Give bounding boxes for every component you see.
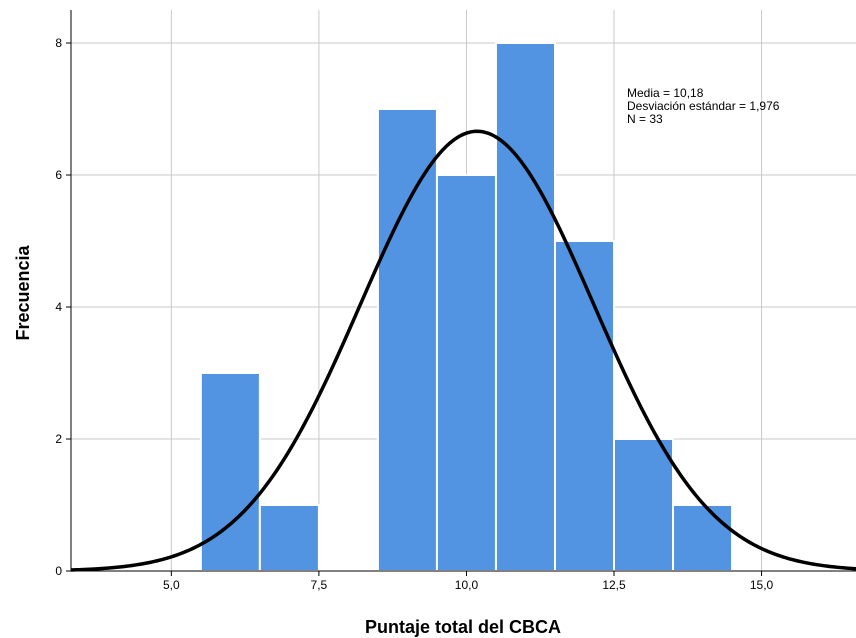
x-tick-label-0: 5,0: [163, 578, 180, 592]
stats-line-2: N = 33: [627, 112, 663, 126]
histogram-bar-6: [613, 438, 675, 572]
histogram-bar-7: [672, 504, 734, 572]
histogram-bars: [199, 42, 734, 572]
histogram-bar-4: [494, 42, 556, 572]
x-tick-label-3: 12,5: [602, 578, 626, 592]
histogram-bar-5: [553, 240, 616, 572]
x-tick-label-2: 10,0: [455, 578, 479, 592]
y-tick-label-1: 2: [55, 432, 62, 446]
histogram-bar-1: [258, 504, 320, 572]
axes: [70, 10, 856, 572]
y-tick-label-3: 6: [55, 168, 62, 182]
stats-line-0: Media = 10,18: [627, 86, 704, 100]
tick-labels: 5,0 7,5 10,0 12,5 15,0 0 2 4 6 8: [55, 36, 773, 592]
normal-curve: [70, 129, 856, 572]
x-tick-label-1: 7,5: [311, 578, 328, 592]
stats-line-1: Desviación estándar = 1,976: [627, 99, 780, 113]
y-tick-label-2: 4: [55, 300, 62, 314]
y-axis-title: Frecuencia: [13, 244, 33, 340]
y-tick-label-4: 8: [55, 36, 62, 50]
x-axis-title: Puntaje total del CBCA: [365, 617, 561, 637]
histogram-bar-2: [376, 108, 438, 572]
y-tick-label-0: 0: [55, 564, 62, 578]
histogram-bar-3: [435, 174, 497, 572]
histogram-bar-0: [199, 372, 261, 572]
x-tick-label-4: 15,0: [750, 578, 774, 592]
